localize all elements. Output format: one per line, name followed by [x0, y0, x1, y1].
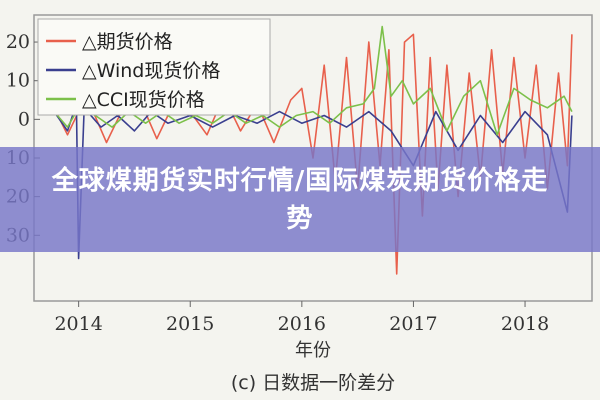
legend: △期货价格 △Wind现货价格 △CCI现货价格 — [37, 18, 271, 116]
series-line-1 — [53, 103, 573, 260]
legend-label-2: △CCI现货价格 — [82, 89, 205, 111]
banner-title[interactable]: 全球煤期货实时行情/国际煤炭期货价格走势 — [51, 165, 549, 234]
title-banner: 全球煤期货实时行情/国际煤炭期货价格走势 — [0, 147, 600, 252]
y-tick-label: 0 — [18, 108, 30, 130]
series-line-2 — [53, 25, 573, 136]
y-tick-label: 10 — [6, 70, 30, 92]
x-tick-label: 2017 — [389, 313, 437, 335]
x-axis-label: 年份 — [295, 340, 331, 361]
chart-caption: (c) 日数据一阶差分 — [231, 372, 395, 394]
x-tick-label: 2018 — [501, 313, 549, 335]
y-tick-label: 20 — [6, 31, 30, 53]
x-tick-label: 2016 — [278, 313, 326, 335]
legend-label-1: △Wind现货价格 — [82, 60, 220, 82]
legend-label-0: △期货价格 — [82, 31, 173, 53]
x-tick-label: 2014 — [54, 313, 102, 335]
x-tick-layer: 2014 2015 2016 2017 2018 — [54, 301, 549, 335]
legend-items: △期货价格 △Wind现货价格 △CCI现货价格 — [46, 31, 220, 111]
legend-box — [37, 18, 271, 116]
x-tick-label: 2015 — [166, 313, 214, 335]
